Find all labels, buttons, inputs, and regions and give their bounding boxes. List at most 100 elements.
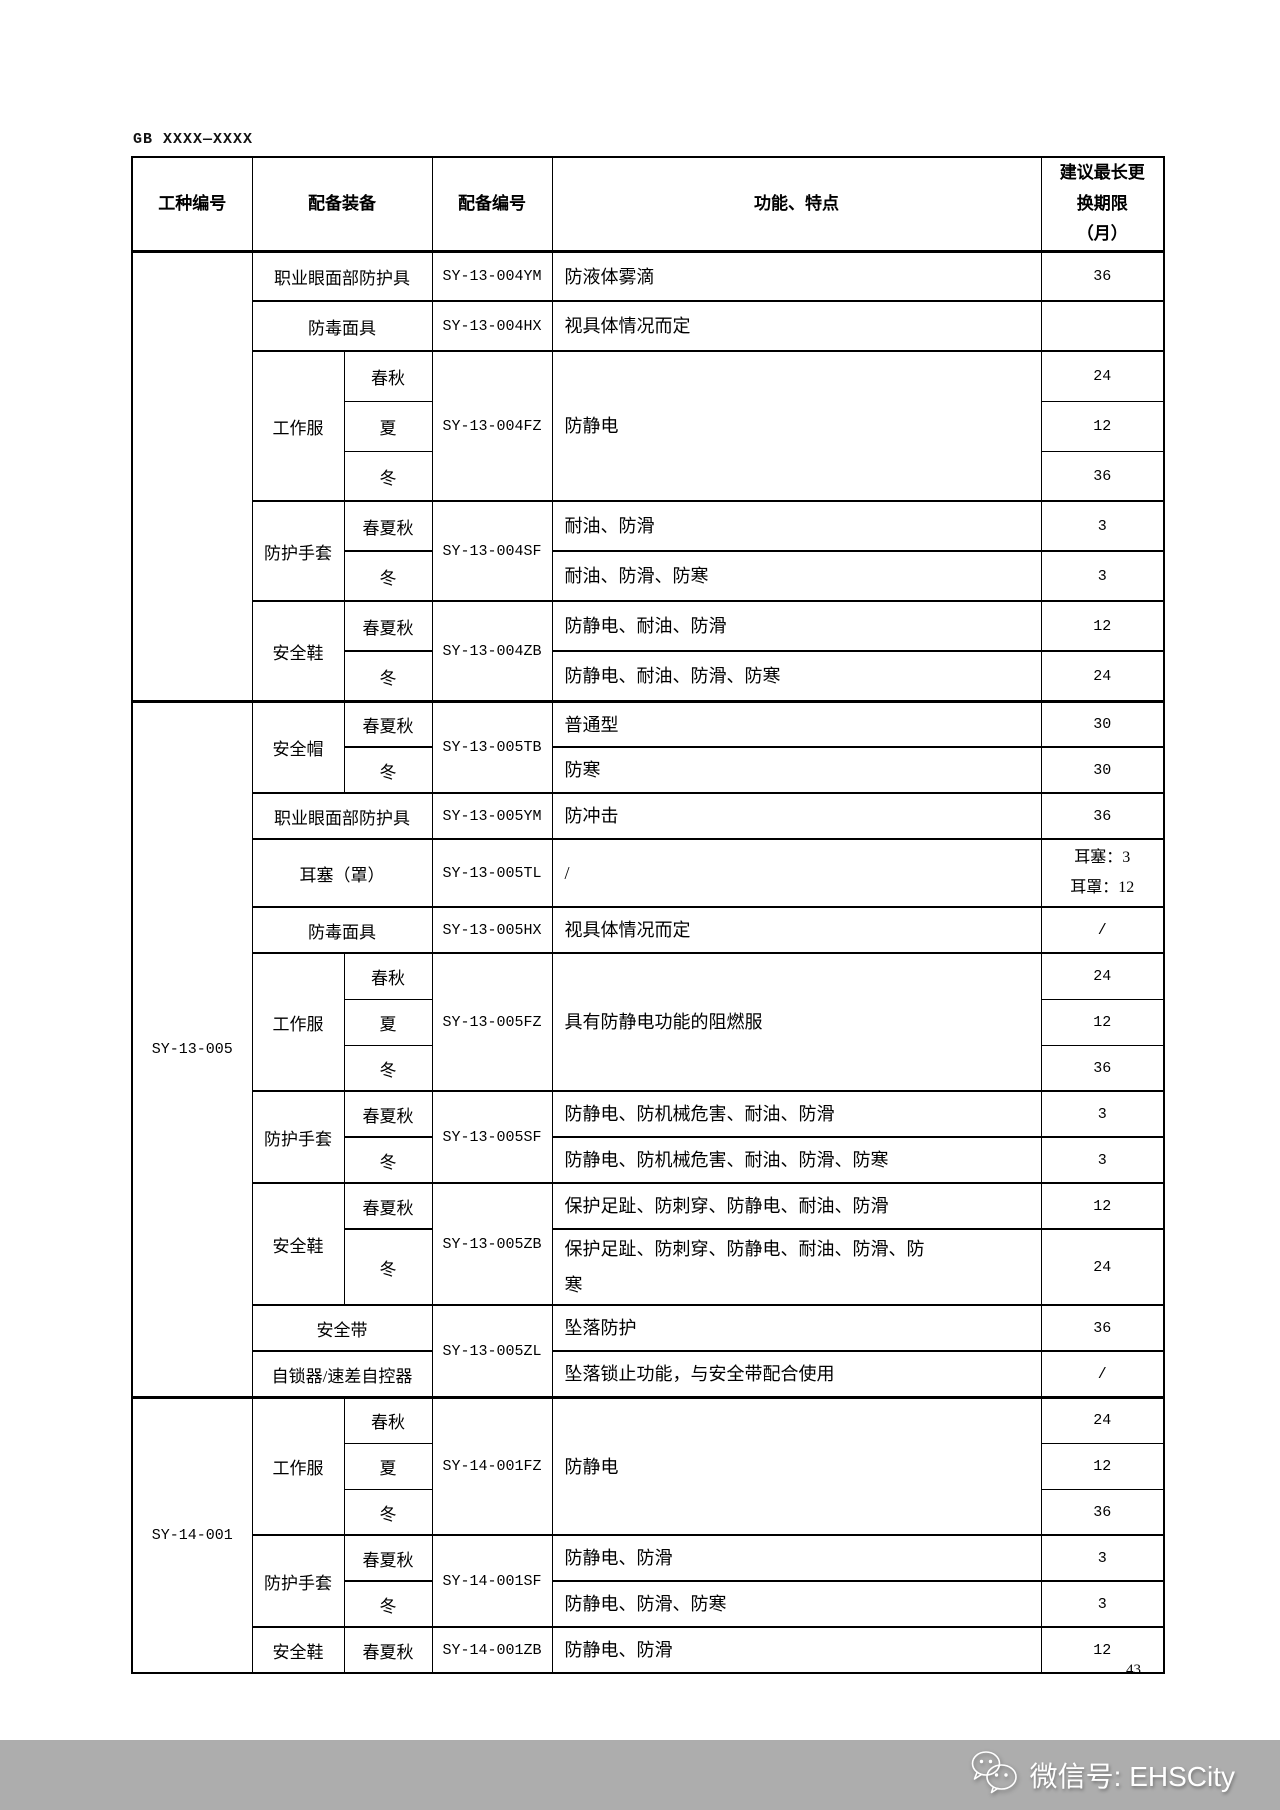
- function-text: 防静电、防滑: [564, 1548, 673, 1569]
- function-cell: 坠落锁止功能，与安全带配合使用: [551, 1350, 1042, 1398]
- limit-cell: [1040, 300, 1165, 352]
- function-cell: 防静电、防滑: [551, 1626, 1042, 1674]
- code-cell: SY-13-004SF: [431, 500, 553, 602]
- function-text: 防静电、耐油、防滑: [564, 616, 727, 637]
- table-row: 冬 防静电、防机械危害、耐油、防滑、防寒 3: [132, 1136, 1165, 1184]
- function-text: 防冲击: [564, 806, 619, 827]
- season-cell: 冬: [343, 1044, 433, 1092]
- function-text: 普通型: [564, 714, 619, 735]
- function-text: 防静电、防滑、防寒: [564, 1594, 727, 1615]
- limit-cell: /: [1040, 906, 1165, 954]
- season-cell: 夏: [343, 1442, 433, 1490]
- header-limit: 建议最长更换期限（月）: [1040, 156, 1165, 253]
- wechat-icon: [968, 1749, 1020, 1802]
- limit-cell: 24: [1040, 650, 1165, 702]
- job-id-cell: SY-13-005: [131, 699, 253, 1398]
- function-text: 保护足趾、防刺穿、防静电、耐油、防滑: [564, 1196, 889, 1217]
- season-cell: 春夏秋: [343, 1090, 433, 1138]
- code-cell: SY-13-004ZB: [431, 600, 553, 702]
- limit-cell: 30: [1040, 746, 1165, 794]
- function-text: 防寒: [564, 760, 601, 781]
- code-cell: SY-13-004FZ: [431, 350, 553, 502]
- table-row: 冬 保护足趾、防刺穿、防静电、耐油、防滑、防寒 24: [132, 1228, 1165, 1306]
- limit-cell: 耳塞：3 耳罩：12: [1040, 838, 1165, 908]
- limit-cell: 36: [1040, 1044, 1165, 1092]
- function-cell: 防静电、防滑、防寒: [551, 1580, 1042, 1628]
- function-text: 防静电: [564, 1456, 619, 1477]
- equipment-cell: 安全鞋: [251, 600, 345, 702]
- table-row: 冬 耐油、防滑、防寒 3: [132, 550, 1165, 602]
- season-cell: 冬: [343, 1488, 433, 1536]
- limit-cell: 3: [1040, 550, 1165, 602]
- equipment-cell: 耳塞（罩）: [251, 838, 433, 908]
- function-text: /: [564, 863, 570, 884]
- table-row: SY-13-005 安全帽 春夏秋 SY-13-005TB 普通型 30: [131, 699, 1165, 1398]
- table-row: 防护手套 春夏秋 SY-13-004SF 耐油、防滑 3: [132, 500, 1165, 602]
- function-cell: 耐油、防滑: [551, 500, 1042, 552]
- limit-cell: 24: [1040, 952, 1165, 1000]
- limit-line: 耳罩：12: [1070, 879, 1135, 897]
- season-cell: 春秋: [343, 350, 433, 402]
- equipment-cell: 安全帽: [251, 699, 345, 794]
- table-row: 耳塞（罩） SY-13-005TL / 耳塞：3 耳罩：12: [132, 838, 1165, 908]
- function-text: 防液体雾滴: [564, 266, 655, 287]
- equipment-cell: 安全鞋: [251, 1626, 345, 1674]
- code-cell: SY-13-004HX: [431, 300, 553, 352]
- season-cell: 春秋: [343, 952, 433, 1000]
- function-cell: 防寒: [551, 746, 1042, 794]
- table-row: 安全鞋 春夏秋 SY-14-001ZB 防静电、防滑 12: [132, 1626, 1165, 1674]
- function-text: 防静电、防机械危害、耐油、防滑: [564, 1104, 835, 1125]
- table-row: SY-14-001 工作服 春秋 SY-14-001FZ 防静电 24: [131, 1395, 1165, 1674]
- function-text: 坠落防护: [564, 1318, 637, 1339]
- table-row: 冬 36: [132, 450, 1165, 502]
- equipment-cell: 自锁器/速差自控器: [251, 1350, 433, 1398]
- header-code: 配备编号: [431, 156, 553, 253]
- function-text: 具有防静电功能的阻燃服: [564, 1012, 763, 1033]
- function-text: 视具体情况而定: [564, 316, 691, 337]
- season-cell: 春夏秋: [343, 1626, 433, 1674]
- table-row: 安全鞋 春夏秋 SY-13-004ZB 防静电、耐油、防滑 12: [132, 600, 1165, 702]
- limit-cell: 3: [1040, 500, 1165, 552]
- function-cell: 防静电、防滑: [551, 1534, 1042, 1582]
- function-cell: 防静电: [551, 350, 1042, 502]
- season-cell: 冬: [343, 1136, 433, 1184]
- limit-cell: 30: [1040, 699, 1165, 748]
- limit-cell: 36: [1040, 1304, 1165, 1352]
- limit-cell: 36: [1040, 450, 1165, 502]
- function-cell: 普通型: [551, 699, 1042, 748]
- function-cell: 保护足趾、防刺穿、防静电、耐油、防滑、防寒: [551, 1228, 1042, 1306]
- code-cell: SY-13-005ZB: [431, 1182, 553, 1306]
- code-cell: SY-13-005HX: [431, 906, 553, 954]
- function-cell: 防静电、防机械危害、耐油、防滑: [551, 1090, 1042, 1138]
- limit-cell: 3: [1040, 1534, 1165, 1582]
- function-cell: 防静电、耐油、防滑、防寒: [551, 650, 1042, 702]
- code-cell: SY-13-005SF: [431, 1090, 553, 1184]
- season-cell: 冬: [343, 1580, 433, 1628]
- code-cell: SY-14-001ZB: [431, 1626, 553, 1674]
- function-text: 坠落锁止功能，与安全带配合使用: [564, 1364, 835, 1385]
- limit-line: 耳塞：3: [1074, 848, 1131, 866]
- watermark: 微信号: EHSCity: [968, 1749, 1235, 1802]
- table-row: 夏 12: [132, 400, 1165, 452]
- code-cell: SY-13-005YM: [431, 792, 553, 840]
- season-cell: 冬: [343, 550, 433, 602]
- function-text: 防静电: [564, 416, 619, 437]
- limit-cell: 36: [1040, 792, 1165, 840]
- code-cell: SY-14-001SF: [431, 1534, 553, 1628]
- limit-cell: /: [1040, 1350, 1165, 1398]
- season-cell: 冬: [343, 746, 433, 794]
- function-text: 耐油、防滑: [564, 516, 655, 537]
- equipment-cell: 防护手套: [251, 1090, 345, 1184]
- job-id-cell: [131, 250, 253, 702]
- equipment-cell: 工作服: [251, 952, 345, 1092]
- table-row: 职业眼面部防护具 SY-13-005YM 防冲击 36: [132, 792, 1165, 840]
- table-row: 职业眼面部防护具 SY-13-004YM 防液体雾滴 36: [131, 250, 1165, 702]
- season-cell: 春秋: [343, 1395, 433, 1444]
- code-cell: SY-14-001FZ: [431, 1395, 553, 1536]
- table-row: 防毒面具 SY-13-004HX 视具体情况而定: [132, 300, 1165, 352]
- function-cell: /: [551, 838, 1042, 908]
- limit-cell: 36: [1040, 1488, 1165, 1536]
- job-id-cell: SY-14-001: [131, 1395, 253, 1674]
- header-equipment: 配备装备: [251, 156, 433, 253]
- season-cell: 冬: [343, 450, 433, 502]
